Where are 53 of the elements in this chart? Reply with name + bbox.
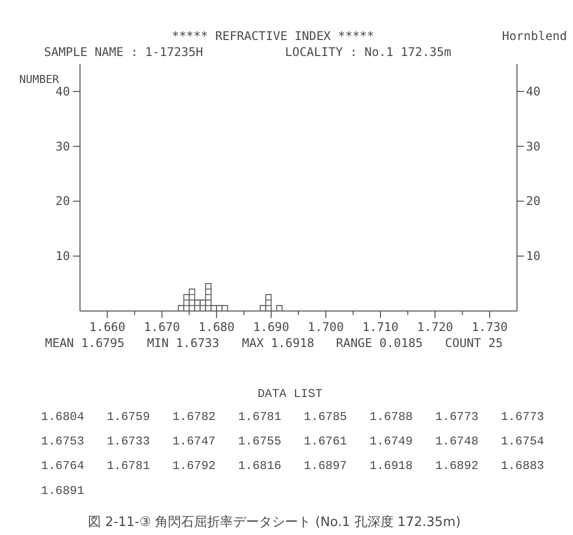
annotation: 1.6918 (370, 459, 413, 474)
xtick-label: 1.730 (472, 320, 508, 334)
annotation: 1.6753 (41, 434, 84, 449)
y2tick-label: 20 (526, 194, 540, 208)
ytick-label: 10 (56, 249, 70, 264)
xtick-label: 1.690 (253, 320, 290, 334)
annotation: 1.6883 (500, 459, 544, 474)
y2tick-label: 40 (526, 84, 540, 98)
ytick-label: 30 (56, 139, 70, 154)
xtick-label: 1.670 (144, 320, 180, 334)
annotation: 1.6782 (172, 410, 216, 424)
annotation: 1.6733 (106, 434, 150, 449)
annotation: 1.6897 (304, 459, 348, 474)
annotation: 1.6754 (500, 434, 544, 449)
annotation: 1.6748 (435, 434, 478, 449)
annotation: 1.6891 (41, 484, 84, 498)
annotation: 1.6764 (41, 459, 84, 474)
y2tick-label: 30 (526, 139, 540, 154)
annotation: 1.6749 (370, 434, 413, 449)
xtick-label: 1.700 (308, 320, 344, 334)
annotation: 1.6747 (172, 434, 216, 449)
annotation: 1.6773 (435, 410, 478, 424)
annotation: RANGE 0.0185 (336, 336, 423, 350)
annotation: MEAN 1.6795 (45, 336, 124, 350)
annotation: 1.6781 (238, 410, 282, 424)
xtick-label: 1.660 (89, 320, 126, 334)
annotation: 1.6785 (304, 410, 348, 424)
ylabel: NUMBER (19, 73, 59, 86)
annotation: 1.6773 (500, 410, 544, 424)
annotation: 1.6892 (435, 459, 478, 474)
annotation: 1.6781 (106, 459, 150, 474)
annotation: 1.6792 (172, 459, 216, 474)
ytick-label: 20 (56, 194, 70, 208)
annotation: DATA LIST (258, 387, 322, 401)
annotation: 1.6804 (41, 410, 84, 424)
annotation: COUNT 25 (445, 336, 503, 350)
subtitle: SAMPLE NAME : 1-17235H (44, 45, 203, 59)
annotation: 1.6759 (106, 410, 150, 424)
annotation: 1.6788 (370, 410, 413, 424)
xtick-label: 1.680 (198, 320, 235, 334)
annotation: 図 2-11-③ 角閃石屈折率データシート (No.1 孔深度 172.35m) (88, 515, 461, 530)
annotation: 1.6761 (304, 434, 348, 449)
annotation: MIN 1.6733 (147, 336, 220, 350)
ytick-label: 40 (56, 84, 70, 98)
title: ***** REFRACTIVE INDEX ***** (172, 29, 374, 43)
annotation: MAX 1.6918 (242, 336, 314, 350)
annotation: LOCALITY : No.1 172.35m (285, 45, 452, 59)
annotation: Hornblend (502, 29, 567, 43)
annotation: 1.6755 (238, 434, 282, 449)
y2tick-label: 10 (526, 249, 540, 264)
xtick-label: 1.710 (362, 320, 398, 334)
annotation: 1.6816 (238, 459, 282, 474)
xtick-label: 1.720 (417, 320, 454, 334)
